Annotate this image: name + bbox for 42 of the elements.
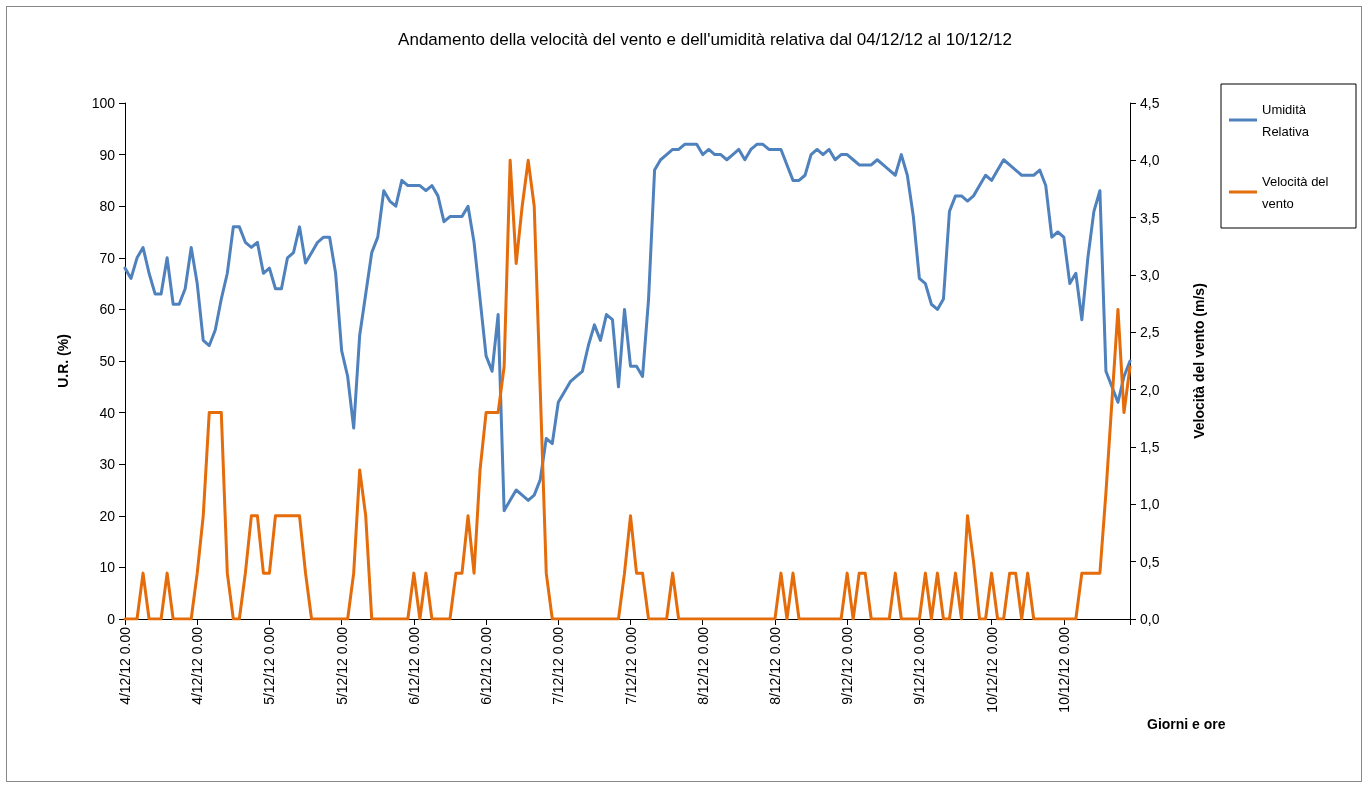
x-tick-label: 6/12/12 0.00	[478, 626, 495, 705]
x-tick-label: 8/12/12 0.00	[766, 626, 783, 705]
y2-tick-label: 2,0	[1140, 381, 1160, 398]
legend-label: Umidità Relativa	[1262, 101, 1310, 139]
y2-tick-label: 1,0	[1140, 496, 1160, 513]
x-tick-label: 9/12/12 0.00	[911, 626, 928, 705]
x-tick-label: 6/12/12 0.00	[405, 626, 422, 705]
y-tick-label: 10	[99, 559, 116, 576]
y2-tick-label: 0,5	[1140, 553, 1160, 570]
y-tick-label: 80	[99, 198, 116, 215]
x-axis-title: Giorni e ore	[1147, 716, 1226, 732]
y-tick-label: 100	[91, 95, 116, 111]
y-tick-label: 90	[99, 146, 116, 163]
y2-tick-label: 4,0	[1140, 152, 1160, 169]
y-tick-label: 40	[99, 404, 116, 421]
x-tick-label: 5/12/12 0.00	[333, 626, 350, 705]
y2-tick-label: 2,5	[1140, 324, 1160, 341]
chart-title: Andamento della velocità del vento e dell'umidità relativa dal 04/12/12 al 10/12/12	[398, 30, 1012, 49]
y2-tick-label: 4,5	[1140, 95, 1160, 111]
y-tick-label: 0	[107, 611, 116, 627]
x-tick-label: 4/12/12 0.00	[189, 626, 206, 705]
y-tick-label: 70	[99, 249, 116, 266]
legend-label: Velocità del vento	[1262, 173, 1333, 211]
x-tick-label: 7/12/12 0.00	[550, 626, 567, 705]
y2-tick-label: 1,5	[1140, 439, 1160, 455]
y2-axis-title: Velocità del vento (m/s)	[1191, 283, 1207, 439]
y2-tick-label: 0,0	[1140, 611, 1160, 627]
y-axis-title: U.R. (%)	[55, 334, 71, 388]
x-tick-label: 7/12/12 0.00	[622, 626, 639, 705]
y-tick-label: 50	[99, 353, 116, 369]
y-tick-label: 60	[99, 301, 116, 318]
y-tick-label: 30	[99, 456, 116, 473]
y2-tick-label: 3,5	[1140, 209, 1160, 226]
line-series	[123, 142, 1132, 513]
x-tick-label: 10/12/12 0.00	[1055, 626, 1072, 713]
x-tick-label: 10/12/12 0.00	[983, 626, 1000, 713]
x-tick-label: 8/12/12 0.00	[694, 626, 711, 705]
x-tick-label: 5/12/12 0.00	[261, 626, 278, 705]
x-tick-label: 9/12/12 0.00	[839, 626, 856, 705]
y2-tick-label: 3,0	[1140, 267, 1160, 283]
x-tick-label: 4/12/12 0.00	[117, 626, 133, 705]
y-tick-label: 20	[99, 507, 116, 524]
